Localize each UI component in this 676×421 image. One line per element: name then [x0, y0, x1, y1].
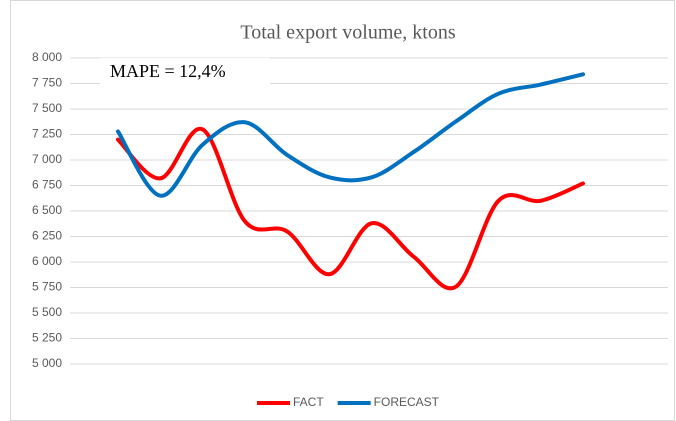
y-tick-label: 6 500	[32, 203, 62, 217]
y-tick-label: 8 000	[32, 50, 62, 64]
legend-label: FACT	[293, 395, 324, 409]
y-tick-label: 6 750	[32, 178, 62, 192]
y-tick-label: 5 500	[32, 305, 62, 319]
y-tick-label: 6 250	[32, 229, 62, 243]
y-tick-label: 7 750	[32, 76, 62, 90]
line	[116, 72, 585, 198]
y-tick-label: 7 250	[32, 127, 62, 141]
annotation-bg	[100, 58, 270, 90]
y-tick-label: 6 000	[32, 254, 62, 268]
y-tick-label: 5 000	[32, 356, 62, 370]
legend-label: FORECAST	[374, 395, 440, 409]
y-tick-label: 5 750	[32, 280, 62, 294]
chart-title: Total export volume, ktons	[240, 22, 455, 44]
y-tick-label: 7 000	[32, 152, 62, 166]
annotation: MAPE = 12,4%	[110, 61, 226, 81]
line	[116, 126, 585, 291]
y-tick-label: 5 250	[32, 331, 62, 345]
y-tick-label: 7 500	[32, 101, 62, 115]
